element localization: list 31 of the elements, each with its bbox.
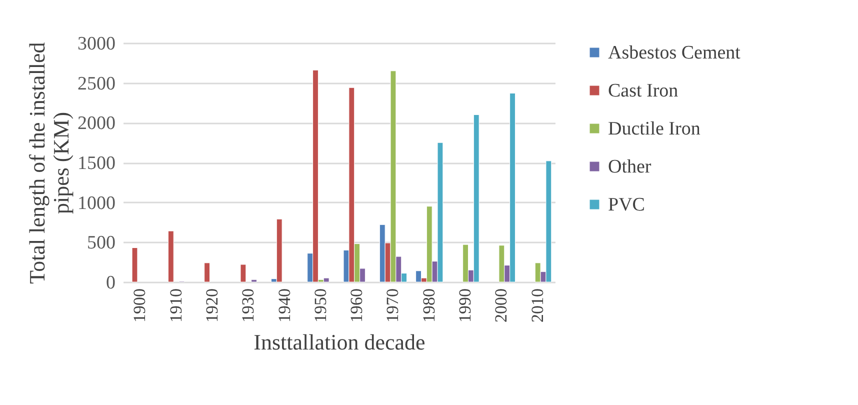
bar — [251, 279, 258, 282]
x-tick-label: 2000 — [492, 288, 511, 322]
x-tick-label: 1920 — [202, 288, 222, 322]
legend-label: Cast Iron — [608, 80, 679, 102]
x-tick-label: 1950 — [310, 288, 330, 322]
bar — [132, 247, 138, 282]
y-axis-title: Total length of the installed pipes (KM) — [24, 42, 74, 284]
x-tick-label: 1940 — [274, 288, 294, 322]
x-tick-label: 1980 — [419, 288, 438, 322]
x-tick-label: 1990 — [456, 288, 475, 322]
y-tick-label: 1000 — [78, 192, 116, 214]
legend-label: Other — [608, 156, 652, 178]
bar — [168, 230, 174, 282]
x-tick-label: 1960 — [347, 288, 366, 322]
legend-label: PVC — [608, 194, 645, 216]
x-tick-label: 1970 — [383, 288, 402, 322]
legend-label: Asbestos Cement — [608, 42, 742, 64]
x-axis-title: Insttallation decade — [254, 330, 426, 354]
y-tick-label: 0 — [106, 272, 116, 294]
x-tick-label: 2010 — [528, 288, 547, 322]
bar — [204, 262, 210, 282]
x-tick-label: 1930 — [238, 288, 258, 322]
y-tick-label: 1500 — [78, 153, 116, 174]
y-tick-label: 2000 — [78, 113, 116, 134]
y-tick-label: 2500 — [78, 73, 116, 94]
bar — [240, 264, 246, 282]
x-tick-label: 1910 — [166, 288, 186, 322]
y-tick-label: 500 — [87, 232, 116, 254]
y-tick-label: 3000 — [78, 34, 116, 54]
x-tick-label: 1900 — [130, 288, 150, 322]
legend-label: Ductile Iron — [608, 118, 701, 140]
